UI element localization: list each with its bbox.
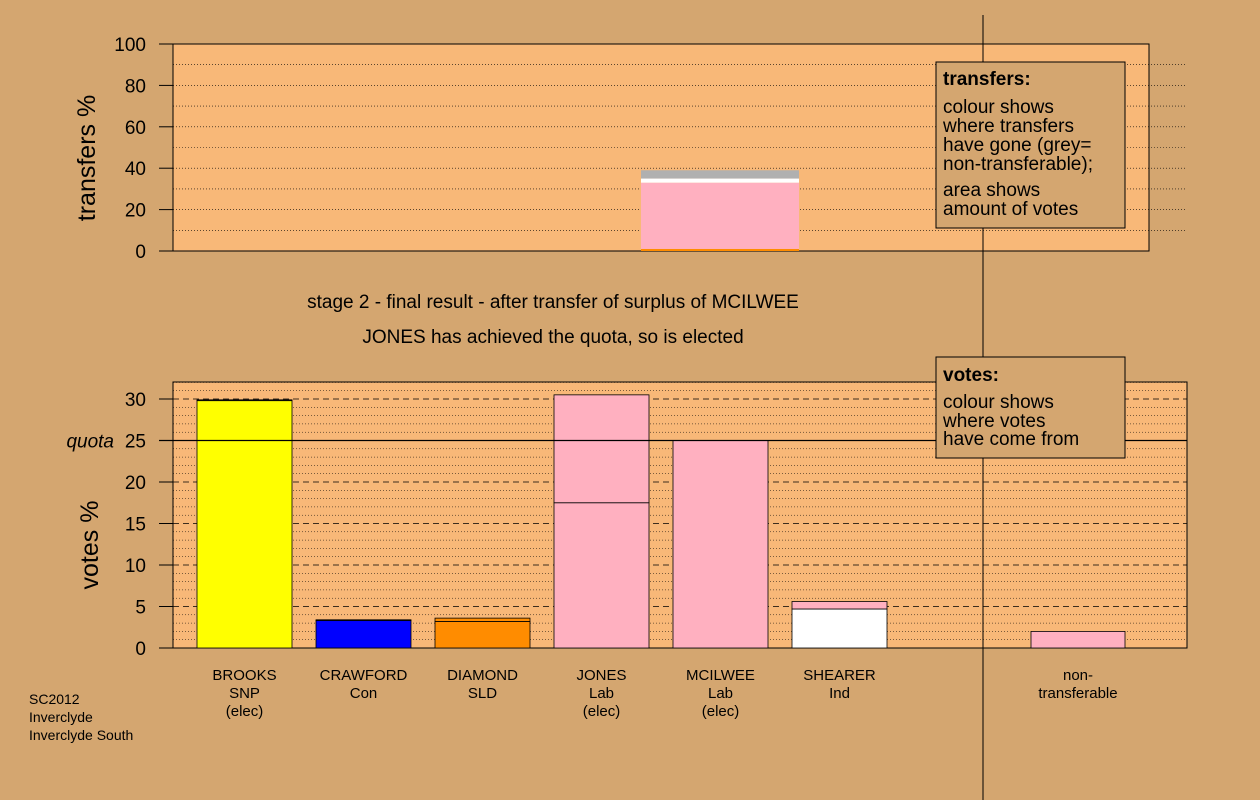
transfers-legend-line: colour shows — [943, 97, 1054, 118]
candidate-name: SHEARER — [803, 667, 876, 684]
stage-result: JONES has achieved the quota, so is elec… — [362, 327, 743, 348]
transfer-segment-SLD — [641, 248, 799, 251]
footer-council: Inverclyde — [29, 709, 93, 725]
y-tick-label: 80 — [125, 76, 146, 97]
vote-segment-jones — [553, 394, 650, 504]
y-tick-label: 10 — [125, 556, 146, 577]
candidate-party: Lab — [708, 685, 733, 702]
votes-legend: votes: colour shows where votes have com… — [935, 356, 1126, 459]
votes-legend-line: have come from — [943, 429, 1079, 450]
transfers-bars — [641, 170, 799, 251]
candidate-name: JONES — [576, 667, 626, 684]
votes-legend-title: votes: — [943, 365, 999, 386]
candidate-status: (elec) — [226, 703, 264, 720]
y-tick-label: 15 — [125, 515, 146, 536]
transfers-legend-line: where transfers — [942, 116, 1074, 137]
votes-legend-line: colour shows — [943, 392, 1054, 413]
candidate-name: DIAMOND — [447, 667, 518, 684]
transfers-legend-line: amount of votes — [943, 199, 1078, 220]
vote-segment-diamond — [434, 621, 531, 649]
candidate-party: Con — [350, 685, 378, 702]
votes-y-axis-label: votes % — [76, 501, 104, 590]
vote-segment-mcilwee — [672, 440, 769, 649]
vote-segment-crawford — [315, 619, 412, 622]
vote-segment-crawford — [315, 620, 412, 649]
candidate-status: (elec) — [583, 703, 621, 720]
transfers-legend: transfers: colour shows where transfers … — [935, 61, 1126, 229]
y-tick-label: 0 — [135, 242, 146, 263]
candidate-party: SLD — [468, 685, 497, 702]
candidate-name: CRAWFORD — [320, 667, 408, 684]
vote-segment-shearer — [791, 601, 888, 610]
transfer-segment-non_transferable — [641, 170, 799, 179]
y-tick-label: 30 — [125, 390, 146, 411]
vote-segment-brooks — [196, 400, 293, 649]
transfers-y-ticks: 0 20 40 60 80 100 — [114, 35, 173, 263]
candidate-party: SNP — [229, 685, 260, 702]
y-tick-label: 60 — [125, 118, 146, 139]
footer-year: SC2012 — [29, 691, 80, 707]
stage-title: stage 2 - final result - after transfer … — [307, 292, 799, 313]
transfer-segment-Ind — [641, 178, 799, 183]
y-tick-label: 25 — [125, 432, 146, 453]
candidate-name: MCILWEE — [686, 667, 755, 684]
candidate-labels: BROOKSSNP(elec)CRAWFORDConDIAMONDSLDJONE… — [212, 667, 1117, 720]
non-transferable-bar — [1030, 631, 1126, 649]
y-tick-label: 20 — [125, 473, 146, 494]
votes-bars — [196, 394, 1126, 649]
transfers-y-axis-label: transfers % — [73, 95, 101, 221]
y-tick-label: 40 — [125, 159, 146, 180]
vote-segment-jones — [553, 502, 650, 649]
y-tick-label: 0 — [135, 639, 146, 660]
vote-segment-diamond — [434, 617, 531, 622]
candidate-party: Lab — [589, 685, 614, 702]
non-transferable-label: non- — [1063, 667, 1093, 684]
transfers-legend-line: non-transferable); — [943, 154, 1093, 175]
non-transferable-label: transferable — [1038, 685, 1117, 702]
y-tick-label: 5 — [135, 598, 146, 619]
candidate-status: (elec) — [702, 703, 740, 720]
transfers-legend-line: area shows — [943, 180, 1040, 201]
candidate-name: BROOKS — [212, 667, 276, 684]
transfers-legend-line: have gone (grey= — [943, 135, 1091, 156]
candidate-party: Ind — [829, 685, 850, 702]
transfers-legend-title: transfers: — [943, 69, 1031, 90]
footer-ward: Inverclyde South — [29, 727, 133, 743]
transfer-segment-Lab — [641, 182, 799, 249]
vote-segment-brooks — [196, 399, 293, 402]
y-tick-label: 20 — [125, 201, 146, 222]
votes-legend-line: where votes — [942, 411, 1045, 432]
y-tick-label: 100 — [114, 35, 146, 56]
quota-label: quota — [66, 432, 114, 453]
vote-segment-shearer — [791, 608, 888, 649]
